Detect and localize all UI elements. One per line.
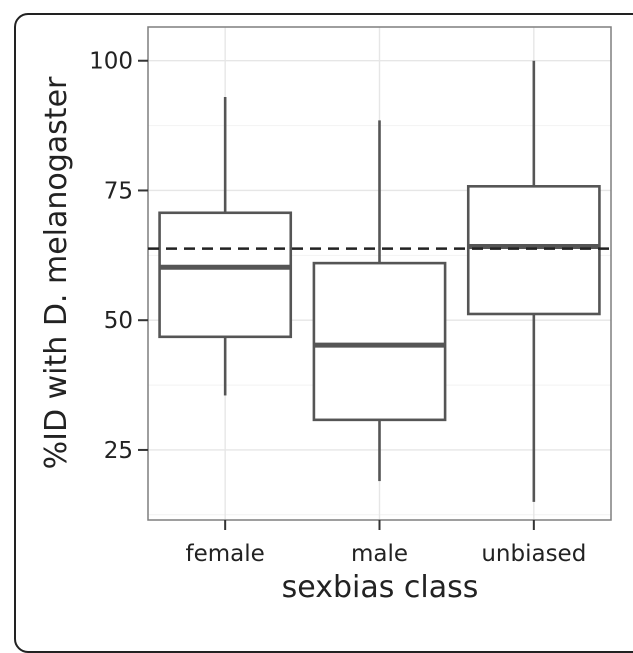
boxes [158, 60, 601, 502]
x-tick-label: male [351, 541, 408, 567]
x-tick-label: unbiased [481, 541, 586, 567]
y-tick-label: 100 [89, 49, 133, 75]
y-tick-label: 50 [104, 308, 133, 334]
boxplot-chart: 25 50 75 100 female male unbiased sexbias cla… [39, 26, 612, 602]
x-axis-label: sexbias class [282, 570, 479, 602]
box-male [312, 120, 447, 482]
y-axis-label: %ID with D. melanogaster [39, 76, 74, 469]
box-iqr [312, 261, 447, 422]
box-female [158, 97, 293, 396]
y-axis: 25 50 75 100 [89, 49, 148, 464]
box-iqr [158, 211, 293, 339]
box-unbiased [466, 60, 601, 502]
y-tick-label: 25 [104, 438, 133, 464]
x-axis: female male unbiased [186, 520, 586, 567]
x-tick-label: female [186, 541, 265, 567]
box-iqr [466, 185, 601, 316]
y-tick-label: 75 [104, 178, 133, 204]
